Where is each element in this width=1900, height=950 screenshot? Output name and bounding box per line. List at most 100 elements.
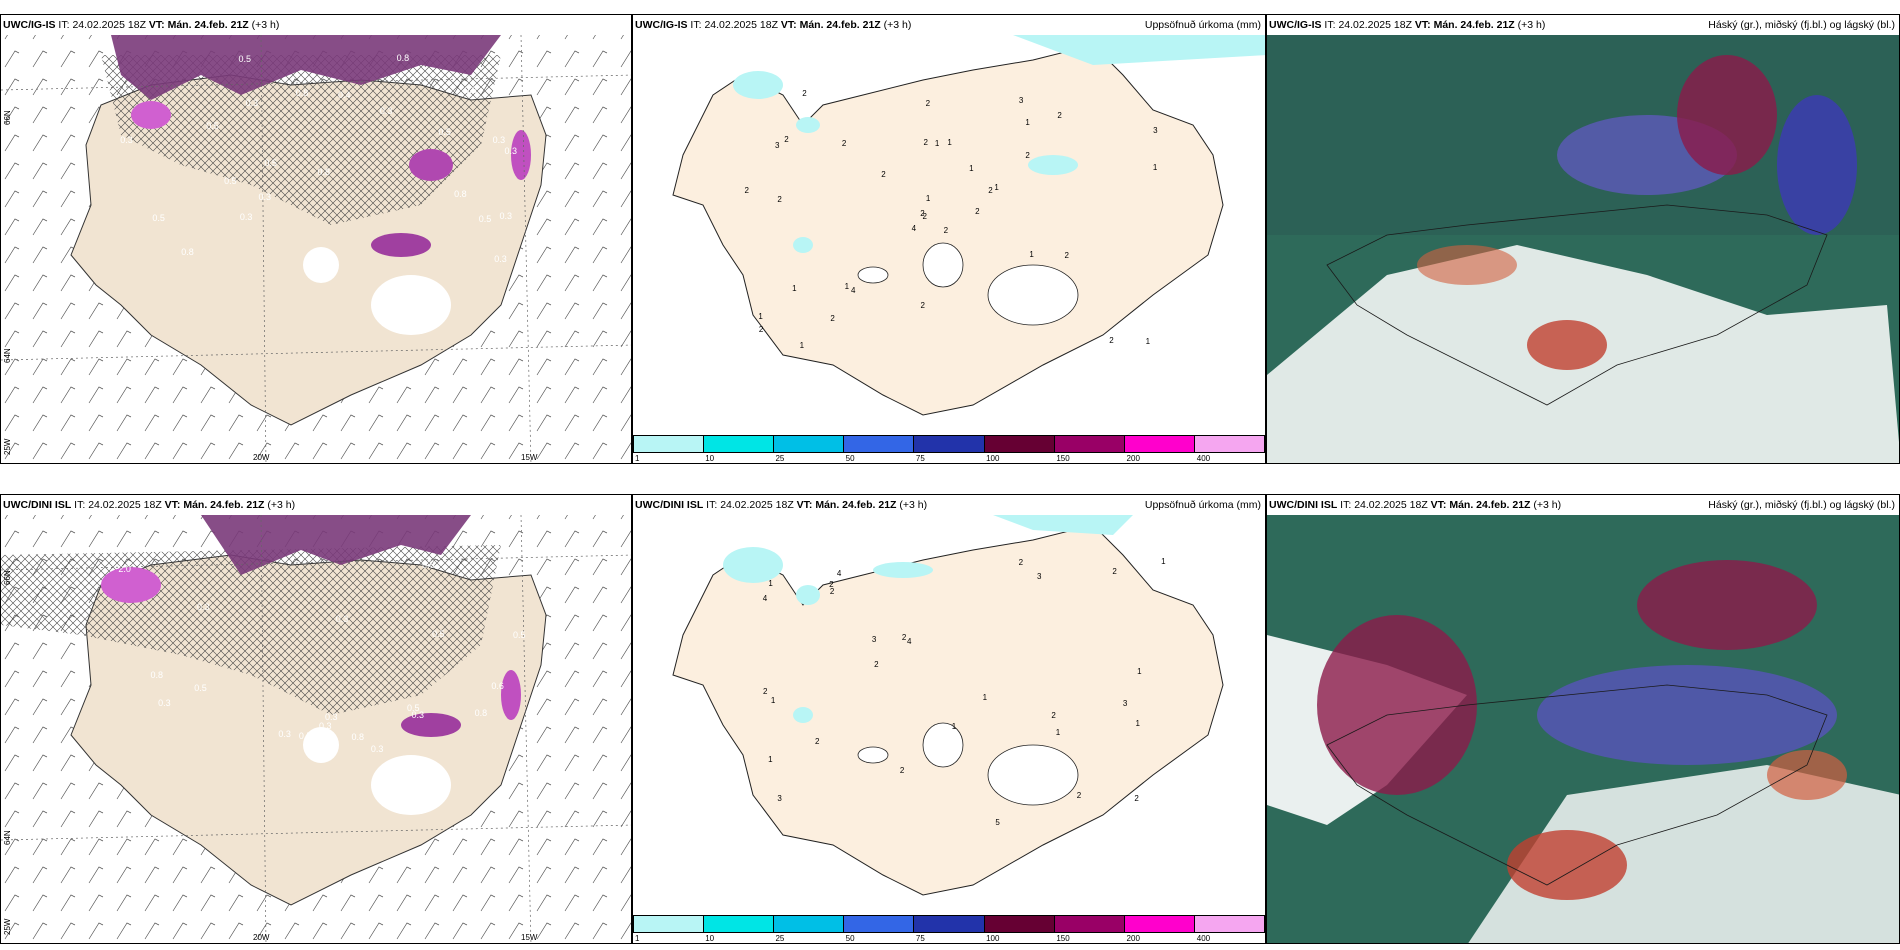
value-label: 2 [975,206,980,216]
value-label: 2 [874,659,879,669]
value-label: 0.3 [258,191,271,202]
value-label: 1 [1161,557,1166,567]
cloud-map-dini: UWC/DINI ISL IT: 24.02.2025 18Z VT: Mán.… [1266,494,1900,944]
icing-map-igis: UWC/IG-IS IT: 24.02.2025 18Z VT: Mán. 24… [0,14,632,464]
value-label: 0.3 [158,697,171,708]
colorbar-label: 50 [845,454,855,463]
white-area [371,275,451,335]
value-label: 4 [850,285,856,295]
precip-area [873,562,933,578]
value-label: 1 [951,721,957,731]
value-label: 0.5 [206,120,219,131]
cloud-title: Háský (gr.), miðský (fj.bl.) og lágský (… [1708,19,1895,31]
panel-title: UWC/IG-IS IT: 24.02.2025 18Z VT: Mán. 24… [1269,19,1546,31]
value-label: 0.8 [396,52,410,63]
value-label: 1 [799,341,805,351]
value-label: 0.5 [194,683,207,694]
colorbar-label: 100 [986,934,1000,943]
lon-label-15: 15W [521,453,538,462]
value-label: 0.8 [150,669,164,680]
lon-label-25: 25W [3,918,12,935]
value-label: 0.5 [432,629,445,640]
value-label: 0.8 [317,166,331,177]
high-cloud [1677,55,1777,175]
colorbar-label: 150 [1056,454,1070,463]
value-label: 1 [947,138,952,148]
map-canvas [1267,35,1899,463]
value-label: 4 [836,568,842,578]
coastline [1326,204,1828,406]
colorbar-swatch [984,436,1055,452]
colorbar [633,915,1265,933]
value-label: 2 [1112,566,1117,576]
value-label: 1 [969,164,974,174]
value-label: 2 [758,325,764,335]
mid-cloud [1777,95,1857,235]
value-label: 3 [774,140,780,150]
map-canvas [1267,515,1899,943]
colorbar-label: 1 [635,934,640,943]
colorbar-label: 100 [986,454,1000,463]
value-label: 2 [830,313,835,323]
icing-blob [511,130,531,180]
colorbar-label: 75 [915,454,925,463]
value-label: 2 [923,137,928,147]
value-label: 2 [802,88,807,98]
value-label: 3 [777,794,782,804]
value-label: 2 [1134,794,1139,804]
value-label: 0.3 [196,602,210,613]
value-label: 0.3 [239,211,253,222]
value-label: 2 [829,579,834,589]
hatched-area [101,55,501,225]
colorbar-swatch [1194,916,1264,932]
colorbar-label: 50 [845,934,855,943]
value-label: 0.5 [224,175,237,186]
precip-area [1028,155,1078,175]
lon-label-20: 20W [253,453,270,462]
value-label: 1 [1137,667,1142,677]
value-label: 2 [943,226,949,236]
value-label: 0.5 [438,127,451,138]
value-label: 2 [1018,557,1024,567]
value-label: 0.3 [499,210,513,221]
value-label: 0.8 [351,731,365,742]
colorbar-swatch [1124,436,1195,452]
value-label: 0.4 [337,89,351,100]
lon-label-20: 20W [253,933,270,942]
colorbar-swatch [1054,436,1125,452]
colorbar-label: 150 [1056,934,1070,943]
value-label: 2 [1076,790,1082,800]
white-area [303,247,339,283]
mid-cloud [1537,665,1837,765]
glacier [857,266,889,284]
cloud-map-igis: UWC/IG-IS IT: 24.02.2025 18Z VT: Mán. 24… [1266,14,1900,464]
value-label: 1 [1135,718,1140,728]
value-label: 0.3 [370,744,384,755]
high-cloud [1417,245,1517,285]
value-label: 0.8 [181,247,194,258]
colorbar-swatch [704,436,775,452]
precip-title: Uppsöfnuð úrkoma (mm) [1144,499,1261,511]
value-label: 1 [1025,117,1030,127]
glacier [987,744,1079,806]
cloud-title: Háský (gr.), miðský (fj.bl.) og lágský (… [1708,499,1895,511]
value-label: 0.5 [478,213,492,224]
value-label: 1 [982,692,988,702]
white-area [371,755,451,815]
value-label: 1 [768,754,773,764]
value-label: 2 [881,169,886,179]
value-label: 2 [920,301,925,311]
coastline [1326,684,1828,886]
colorbar-label: 1 [635,454,640,463]
icing-blob [101,567,161,603]
panel-title: UWC/DINI ISL IT: 24.02.2025 18Z VT: Mán.… [3,499,296,511]
value-label: 0.3 [492,135,506,146]
value-label: 4 [762,594,768,604]
value-label: 0.6 [491,681,504,692]
colorbar-swatch [1054,916,1125,932]
lat-label-64: 64N [3,830,12,845]
precip-map-dini: UWC/DINI ISL IT: 24.02.2025 18Z VT: Mán.… [632,494,1266,944]
icing-purple [201,515,471,575]
glacier [857,746,889,764]
panel-title: UWC/IG-IS IT: 24.02.2025 18Z VT: Mán. 24… [635,19,912,31]
